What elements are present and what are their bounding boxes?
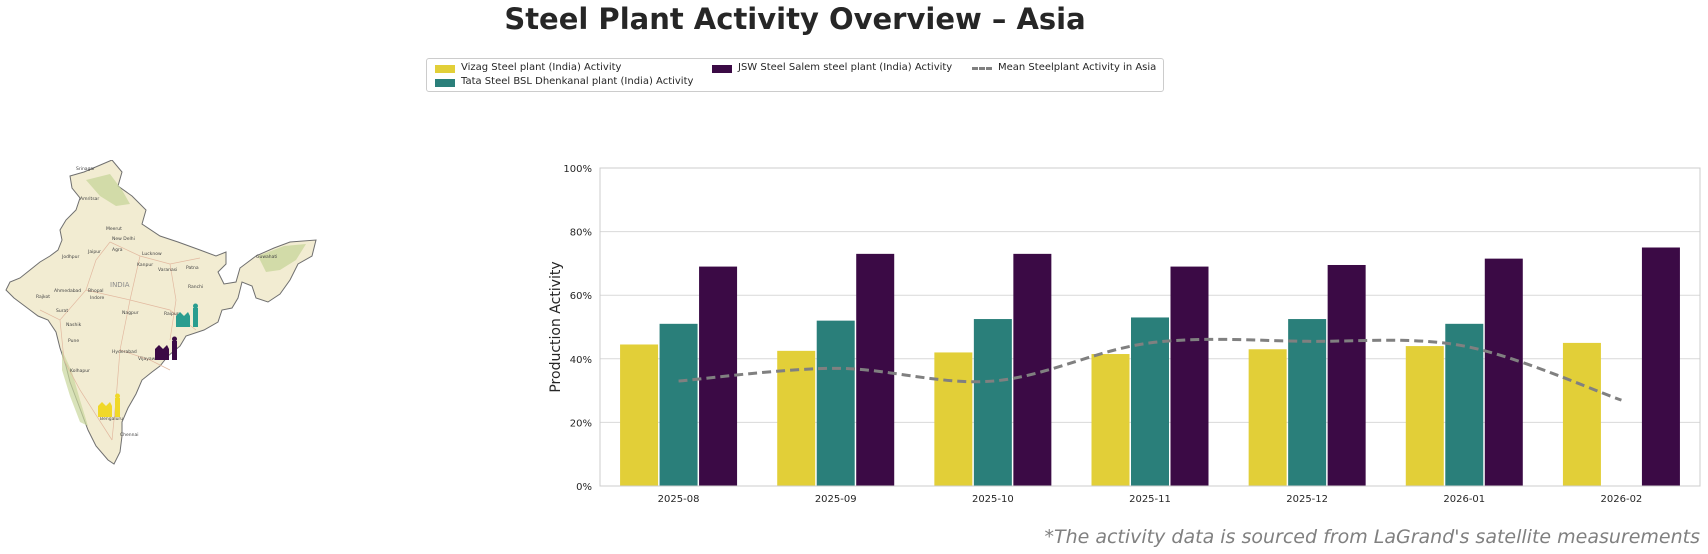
y-tick-label: 100% <box>563 164 592 175</box>
legend-label-mean: Mean Steelplant Activity in Asia <box>998 62 1157 73</box>
map-label-city: Kanpur <box>137 262 153 268</box>
bar <box>973 319 1012 486</box>
legend-swatch-mean <box>972 67 992 70</box>
map-label-city: Ranchi <box>188 284 203 290</box>
bar <box>1405 346 1444 486</box>
legend-swatch-jsw <box>712 65 732 73</box>
map-label-country: INDIA <box>110 281 130 289</box>
map-label-city: Vijayawada <box>138 356 164 362</box>
y-tick-label: 20% <box>570 418 592 429</box>
terrain-patch-north <box>86 174 130 206</box>
bar <box>1327 264 1366 486</box>
map-label-city: Rajkot <box>36 294 50 300</box>
map-label-city: Bengaluru <box>100 416 123 422</box>
map-label-city: Ahmedabad <box>54 288 81 294</box>
bar <box>1288 319 1327 486</box>
bar <box>1445 323 1484 486</box>
bar <box>777 350 816 486</box>
india-outline <box>5 160 317 465</box>
india-map: INDIA New Delhi Jaipur Agra Lucknow Kanp… <box>5 160 317 465</box>
map-label-city: Surat <box>56 308 68 314</box>
x-tick-label: 2025-09 <box>815 494 857 505</box>
bar <box>1641 247 1680 486</box>
x-tick-label: 2025-08 <box>658 494 700 505</box>
y-tick-label: 40% <box>570 355 592 366</box>
y-axis-label: Production Activity <box>548 261 564 392</box>
y-tick-labels: 0% 20% 40% 60% 80% 100% <box>563 164 592 493</box>
legend-swatch-tata <box>435 79 455 87</box>
plant-marker-tata <box>176 303 198 327</box>
map-city-labels: New Delhi Jaipur Agra Lucknow Kanpur Var… <box>36 166 277 438</box>
map-label-city: Guwahati <box>256 254 277 260</box>
terrain-patch-northeast <box>258 244 306 272</box>
bar <box>816 320 855 486</box>
x-tick-label: 2025-10 <box>972 494 1014 505</box>
map-label-city: Meerut <box>106 226 122 232</box>
map-label-city: Nagpur <box>122 310 139 316</box>
map-label-city: Indore <box>90 295 105 301</box>
x-tick-label: 2025-11 <box>1129 494 1171 505</box>
bar <box>620 344 659 486</box>
plot-frame <box>599 167 1701 487</box>
bar <box>699 266 738 486</box>
legend-swatch-vizag <box>435 65 455 73</box>
chart-title: Steel Plant Activity Overview – Asia <box>504 2 1086 36</box>
map-label-city: Bhopal <box>88 288 104 294</box>
bar <box>1562 342 1601 486</box>
map-label-city: Nashik <box>66 322 82 328</box>
road-network <box>39 241 201 441</box>
map-label-city: Kolhapur <box>70 368 90 374</box>
x-tick-labels: 2025-08 2025-09 2025-10 2025-11 2025-12 2026-… <box>658 494 1643 505</box>
map-label-city: Hyderabad <box>112 349 137 355</box>
bar <box>1248 349 1287 486</box>
x-tick-label: 2026-02 <box>1601 494 1643 505</box>
bar <box>934 352 973 486</box>
bar <box>1091 354 1130 486</box>
map-label-city: New Delhi <box>112 236 135 242</box>
y-tick-label: 0% <box>576 482 592 493</box>
map-label-city: Jodhpur <box>61 254 79 260</box>
legend-label-vizag: Vizag Steel plant (India) Activity <box>461 62 622 73</box>
legend: Vizag Steel plant (India) Activity Tata … <box>426 58 1164 92</box>
bar <box>659 323 698 486</box>
map-label-city: Varanasi <box>158 267 177 273</box>
x-tick-label: 2025-12 <box>1286 494 1328 505</box>
map-label-city: Agra <box>112 247 123 253</box>
legend-label-jsw: JSW Steel Salem steel plant (India) Acti… <box>738 62 953 73</box>
legend-label-tata: Tata Steel BSL Dhenkanal plant (India) A… <box>461 76 694 87</box>
map-label-city: Chennai <box>120 432 138 438</box>
map-label-city: Amritsar <box>80 196 99 202</box>
bar <box>1484 258 1523 486</box>
bars <box>620 247 1680 486</box>
map-label-city: Pune <box>68 338 79 344</box>
map-label-city: Lucknow <box>142 251 162 257</box>
y-tick-label: 80% <box>570 228 592 239</box>
map-label-city: Srinagar <box>76 166 95 172</box>
map-label-city: Jaipur <box>87 249 101 255</box>
map-label-city: Raipur <box>164 311 179 317</box>
plant-marker-vizag <box>98 393 120 417</box>
plant-marker-jsw <box>155 336 177 360</box>
bar <box>1170 266 1209 486</box>
y-tick-label: 60% <box>570 291 592 302</box>
map-label-city: Patna <box>186 265 199 271</box>
mean-activity-line <box>678 337 1622 402</box>
mean-line-layer <box>678 337 1622 402</box>
x-tick-label: 2026-01 <box>1443 494 1485 505</box>
footnote: *The activity data is sourced from LaGra… <box>1044 526 1700 548</box>
